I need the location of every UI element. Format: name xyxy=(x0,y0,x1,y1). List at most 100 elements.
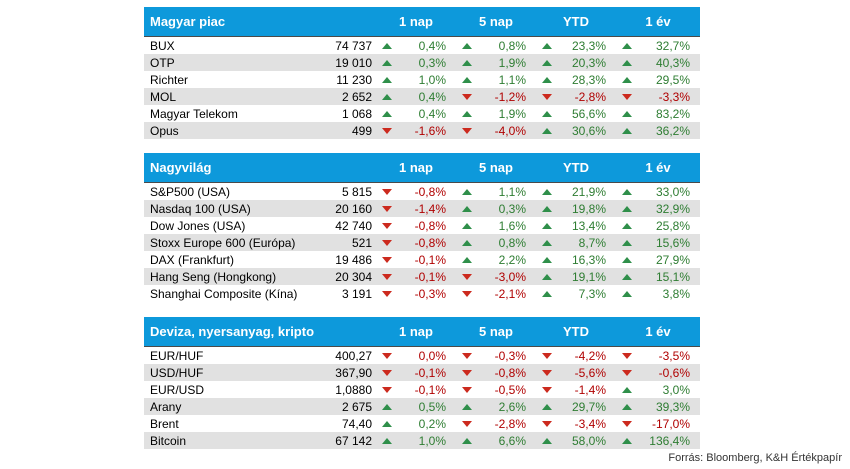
column-header: YTD xyxy=(563,14,589,29)
table-row: EUR/USD 1,0880 -0,1% -0,5% -1,4% 3,0% xyxy=(144,381,700,398)
arrow-down-icon xyxy=(622,420,632,427)
arrow-up-icon xyxy=(462,188,472,195)
change-value: 0,3% xyxy=(418,55,446,70)
change-value: -0,3% xyxy=(414,286,446,301)
change-value: 36,2% xyxy=(655,123,690,138)
instrument-value: 367,90 xyxy=(335,365,372,380)
instrument-value: 74 737 xyxy=(335,38,372,53)
change-value: 40,3% xyxy=(655,55,690,70)
change-value: -17,0% xyxy=(651,416,690,431)
table-row: Bitcoin 67 142 1,0% 6,6% 58,0% 136,4% xyxy=(144,432,700,449)
instrument-name: Shanghai Composite (Kína) xyxy=(150,286,298,301)
change-cell: -0,8% xyxy=(376,185,456,199)
table-row: Hang Seng (Hongkong) 20 304 -0,1% -3,0% 19,1… xyxy=(144,268,700,285)
change-cell: 0,4% xyxy=(376,90,456,104)
arrow-down-icon xyxy=(462,369,472,376)
change-cell: 25,8% xyxy=(616,219,700,233)
change-value: -0,6% xyxy=(658,365,690,380)
instrument-value: 2 652 xyxy=(341,89,372,104)
change-cell: 15,6% xyxy=(616,236,700,250)
change-cell: 3,8% xyxy=(616,287,700,301)
change-value: 0,2% xyxy=(418,416,446,431)
arrow-up-icon xyxy=(462,205,472,212)
arrow-down-icon xyxy=(462,127,472,134)
change-cell: -4,0% xyxy=(456,124,536,138)
arrow-down-icon xyxy=(382,188,392,195)
column-header: 5 nap xyxy=(479,14,513,29)
table-row: Opus 499 -1,6% -4,0% 30,6% 36,2% xyxy=(144,122,700,139)
change-value: 56,6% xyxy=(571,106,606,121)
change-value: -0,8% xyxy=(414,235,446,250)
change-cell: 16,3% xyxy=(536,253,616,267)
arrow-up-icon xyxy=(622,256,632,263)
change-value: 21,9% xyxy=(571,184,606,199)
arrow-down-icon xyxy=(382,222,392,229)
change-value: 83,2% xyxy=(655,106,690,121)
change-value: 13,4% xyxy=(571,218,606,233)
change-cell: 20,3% xyxy=(536,56,616,70)
change-cell: -0,1% xyxy=(376,270,456,284)
arrow-up-icon xyxy=(462,222,472,229)
arrow-up-icon xyxy=(622,386,632,393)
change-value: -0,1% xyxy=(414,269,446,284)
arrow-up-icon xyxy=(542,290,552,297)
change-value: 33,0% xyxy=(655,184,690,199)
arrow-down-icon xyxy=(382,290,392,297)
change-cell: -1,2% xyxy=(456,90,536,104)
change-value: 3,8% xyxy=(662,286,690,301)
instrument-value: 67 142 xyxy=(335,433,372,448)
column-header: YTD xyxy=(563,160,589,175)
change-cell: -0,5% xyxy=(456,383,536,397)
arrow-up-icon xyxy=(542,127,552,134)
arrow-down-icon xyxy=(542,386,552,393)
change-cell: -0,1% xyxy=(376,253,456,267)
change-cell: 30,6% xyxy=(536,124,616,138)
change-value: -3,3% xyxy=(658,89,690,104)
column-header: YTD xyxy=(563,324,589,339)
table-row: OTP 19 010 0,3% 1,9% 20,3% 40,3% xyxy=(144,54,700,71)
change-cell: 28,3% xyxy=(536,73,616,87)
change-cell: -2,8% xyxy=(456,417,536,431)
change-value: -3,4% xyxy=(574,416,606,431)
arrow-up-icon xyxy=(542,239,552,246)
change-value: -0,3% xyxy=(494,348,526,363)
instrument-name: Arany xyxy=(150,399,182,414)
table-row: DAX (Frankfurt) 19 486 -0,1% 2,2% 16,3% 27,9% xyxy=(144,251,700,268)
table-row: Magyar Telekom 1 068 0,4% 1,9% 56,6% 83,2% xyxy=(144,105,700,122)
section-title: Magyar piac xyxy=(150,14,226,29)
arrow-up-icon xyxy=(462,42,472,49)
table-row: Dow Jones (USA) 42 740 -0,8% 1,6% 13,4% 25,8% xyxy=(144,217,700,234)
instrument-value: 3 191 xyxy=(341,286,372,301)
instrument-name: OTP xyxy=(150,55,175,70)
arrow-down-icon xyxy=(462,93,472,100)
arrow-up-icon xyxy=(622,290,632,297)
change-value: 0,8% xyxy=(498,235,526,250)
change-cell: 33,0% xyxy=(616,185,700,199)
arrow-down-icon xyxy=(382,352,392,359)
table-row: MOL 2 652 0,4% -1,2% -2,8% -3,3% xyxy=(144,88,700,105)
arrow-down-icon xyxy=(622,369,632,376)
instrument-value: 19 010 xyxy=(335,55,372,70)
change-cell: 13,4% xyxy=(536,219,616,233)
change-cell: -0,8% xyxy=(376,219,456,233)
change-value: 16,3% xyxy=(571,252,606,267)
change-cell: 2,6% xyxy=(456,400,536,414)
change-value: -4,0% xyxy=(494,123,526,138)
arrow-up-icon xyxy=(622,188,632,195)
table-row: EUR/HUF 400,27 0,0% -0,3% -4,2% -3,5% xyxy=(144,346,700,364)
arrow-up-icon xyxy=(622,222,632,229)
change-cell: 58,0% xyxy=(536,434,616,448)
change-value: 27,9% xyxy=(655,252,690,267)
change-cell: -1,4% xyxy=(376,202,456,216)
change-value: 6,6% xyxy=(498,433,526,448)
table-row: Nasdaq 100 (USA) 20 160 -1,4% 0,3% 19,8% 32,9… xyxy=(144,200,700,217)
change-value: 15,6% xyxy=(655,235,690,250)
instrument-name: Stoxx Europe 600 (Európa) xyxy=(150,235,296,250)
arrow-down-icon xyxy=(542,93,552,100)
arrow-up-icon xyxy=(462,239,472,246)
change-cell: 136,4% xyxy=(616,434,700,448)
table-row: Shanghai Composite (Kína) 3 191 -0,3% -2,1%… xyxy=(144,285,700,302)
change-cell: 23,3% xyxy=(536,39,616,53)
change-cell: 1,1% xyxy=(456,185,536,199)
arrow-down-icon xyxy=(542,369,552,376)
